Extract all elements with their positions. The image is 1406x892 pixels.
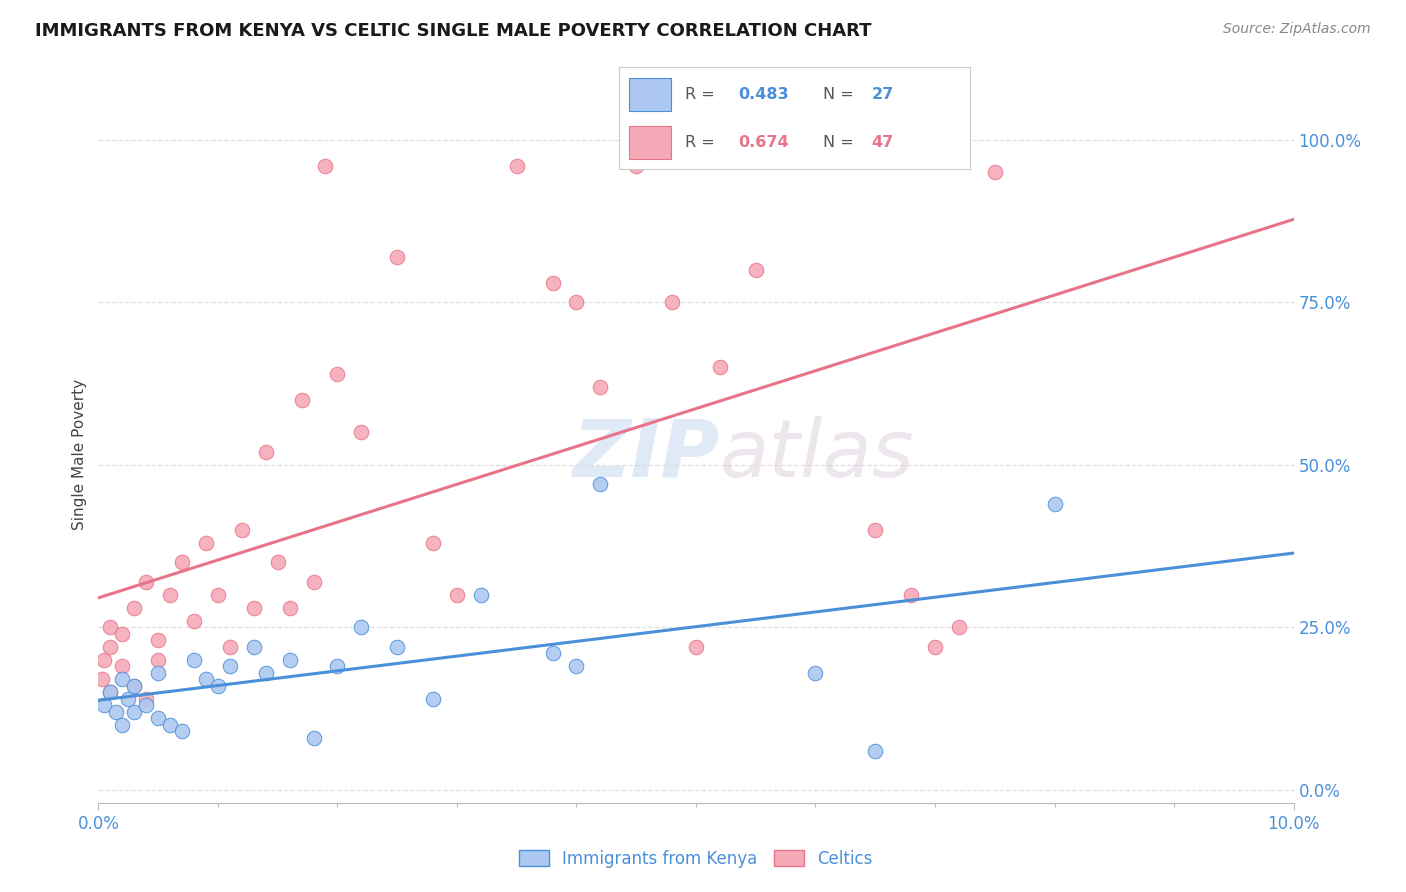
Point: [117, 691, 139, 706]
Point: [422, 691, 444, 706]
Point: [135, 698, 157, 713]
Point: [159, 588, 181, 602]
Point: [900, 588, 922, 602]
Point: [194, 672, 218, 686]
Point: [865, 523, 887, 537]
Point: [589, 477, 612, 491]
Point: [565, 659, 588, 673]
Point: [315, 159, 337, 173]
Point: [290, 392, 312, 407]
Point: [804, 145, 827, 160]
FancyBboxPatch shape: [630, 127, 672, 159]
Point: [98, 685, 122, 699]
Point: [661, 295, 683, 310]
Point: [172, 724, 194, 739]
Point: [302, 731, 325, 745]
Text: 0.674: 0.674: [738, 136, 789, 151]
Point: [231, 523, 253, 537]
Point: [148, 711, 170, 725]
Text: R =: R =: [686, 87, 720, 102]
Point: [446, 588, 468, 602]
Point: [148, 665, 170, 680]
Text: 27: 27: [872, 87, 894, 102]
Point: [243, 600, 266, 615]
Point: [983, 165, 1005, 179]
Point: [124, 679, 146, 693]
Point: [98, 640, 122, 654]
Point: [709, 360, 731, 375]
Point: [207, 588, 229, 602]
Point: [865, 744, 887, 758]
Point: [148, 633, 170, 648]
Point: [422, 535, 444, 549]
Point: [111, 626, 134, 640]
Point: [93, 698, 115, 713]
Point: [326, 367, 349, 381]
Point: [804, 665, 827, 680]
Point: [278, 600, 301, 615]
Point: [1043, 497, 1066, 511]
Point: [135, 691, 157, 706]
Point: [148, 653, 170, 667]
Point: [124, 679, 146, 693]
Text: N =: N =: [823, 136, 859, 151]
Text: Source: ZipAtlas.com: Source: ZipAtlas.com: [1223, 22, 1371, 37]
Point: [183, 653, 205, 667]
Point: [565, 295, 588, 310]
Point: [350, 620, 373, 634]
Point: [124, 600, 146, 615]
Point: [111, 659, 134, 673]
Point: [470, 588, 492, 602]
Point: [385, 640, 409, 654]
Text: N =: N =: [823, 87, 859, 102]
Text: R =: R =: [686, 136, 720, 151]
Point: [267, 555, 290, 569]
Point: [91, 672, 114, 686]
Point: [93, 653, 115, 667]
Point: [219, 659, 242, 673]
Legend: Immigrants from Kenya, Celtics: Immigrants from Kenya, Celtics: [512, 843, 880, 874]
Point: [948, 620, 970, 634]
Point: [541, 646, 564, 660]
Point: [254, 665, 277, 680]
Point: [506, 159, 529, 173]
Point: [589, 379, 612, 393]
Point: [111, 672, 134, 686]
Point: [624, 159, 647, 173]
Point: [745, 262, 768, 277]
Point: [183, 614, 205, 628]
Point: [124, 705, 146, 719]
Text: ZIP: ZIP: [572, 416, 720, 494]
Point: [172, 555, 194, 569]
Point: [98, 685, 122, 699]
Point: [350, 425, 373, 439]
Point: [685, 640, 707, 654]
Point: [159, 718, 181, 732]
Text: IMMIGRANTS FROM KENYA VS CELTIC SINGLE MALE POVERTY CORRELATION CHART: IMMIGRANTS FROM KENYA VS CELTIC SINGLE M…: [35, 22, 872, 40]
Text: atlas: atlas: [720, 416, 915, 494]
Point: [207, 679, 229, 693]
Point: [278, 653, 301, 667]
Point: [326, 659, 349, 673]
Point: [194, 535, 218, 549]
Text: 47: 47: [872, 136, 894, 151]
Point: [135, 574, 157, 589]
Text: 0.483: 0.483: [738, 87, 789, 102]
Point: [254, 444, 277, 458]
Point: [541, 276, 564, 290]
Point: [243, 640, 266, 654]
Point: [219, 640, 242, 654]
Point: [105, 705, 128, 719]
Point: [98, 620, 122, 634]
Y-axis label: Single Male Poverty: Single Male Poverty: [72, 379, 87, 531]
Point: [385, 250, 409, 264]
Point: [111, 718, 134, 732]
Point: [924, 640, 946, 654]
Point: [302, 574, 325, 589]
FancyBboxPatch shape: [630, 78, 672, 111]
